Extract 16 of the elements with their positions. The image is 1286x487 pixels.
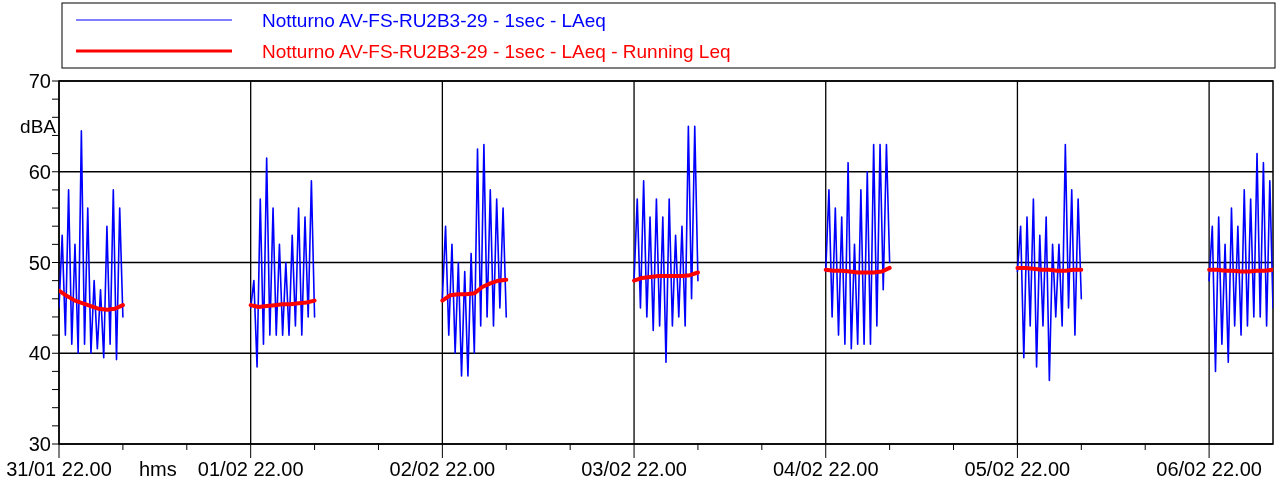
y-axis-title: dBA xyxy=(20,116,57,138)
x-tick-label: 01/02 22.00 xyxy=(197,458,304,480)
y-tick-label: 50 xyxy=(28,251,51,274)
y-tick-label: 70 xyxy=(28,70,51,92)
text: Notturno AV-FS-RU2B3-29 - 1sec - LAeq xyxy=(262,10,606,31)
x-tick-label: 05/02 22.00 xyxy=(964,458,1071,480)
x-tick-label: 04/02 22.00 xyxy=(772,458,879,480)
text: Notturno AV-FS-RU2B3-29 - 1sec - LAeq - Running Leq xyxy=(262,41,731,62)
x-axis-title: hms xyxy=(139,458,177,480)
y-tick-label: 40 xyxy=(28,342,51,365)
x-tick-label: 06/02 22.00 xyxy=(1156,458,1262,480)
y-tick-label: 60 xyxy=(28,160,51,183)
x-tick-label: 02/02 22.00 xyxy=(389,458,496,480)
y-tick-label: 30 xyxy=(28,433,51,455)
x-tick-label: 31/01 22.00 xyxy=(6,458,112,480)
x-tick-label: 03/02 22.00 xyxy=(581,458,687,480)
